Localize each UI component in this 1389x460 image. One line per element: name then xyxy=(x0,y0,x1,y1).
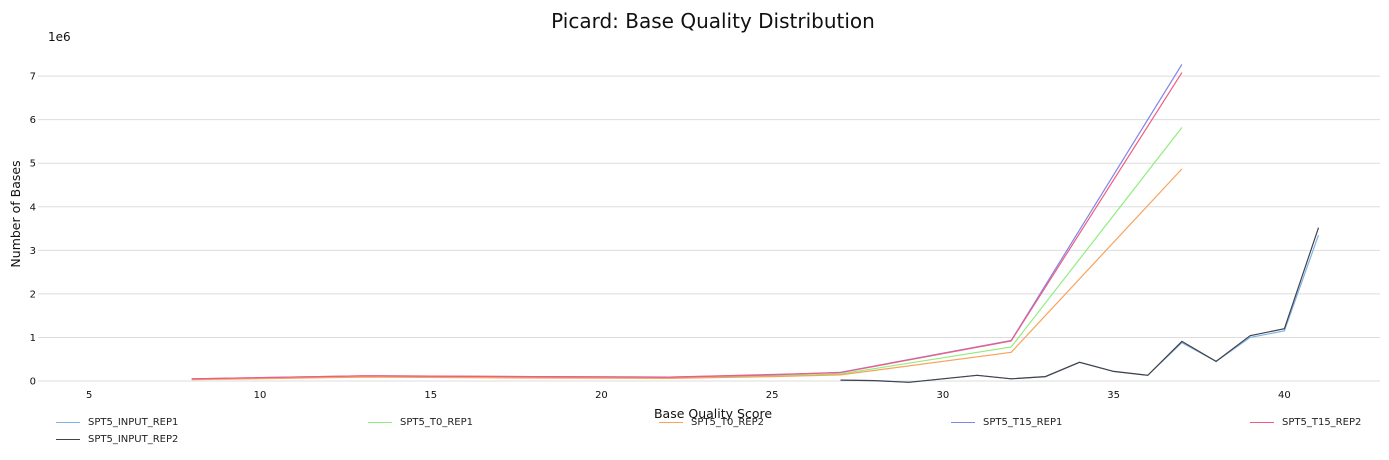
y-tick-label: 5 xyxy=(30,159,36,170)
x-tick-label: 25 xyxy=(766,390,779,401)
legend-label: SPT5_INPUT_REP1 xyxy=(88,416,179,428)
x-tick-label: 15 xyxy=(424,390,437,401)
series-lines xyxy=(191,64,1320,383)
x-tick-label: 10 xyxy=(254,390,267,401)
x-tick-label: 40 xyxy=(1278,390,1291,401)
legend-swatch xyxy=(951,421,975,423)
x-tick-label: 20 xyxy=(595,390,608,401)
legend-swatch xyxy=(56,438,80,440)
legend: SPT5_INPUT_REP1 SPT5_INPUT_REP2 SPT5_T0_RE… xyxy=(0,414,1389,454)
y-tick-label: 3 xyxy=(30,246,36,257)
y-tick-label: 0 xyxy=(30,377,36,388)
legend-item: SPT5_T0_REP1 xyxy=(368,414,473,430)
y-tick-label: 4 xyxy=(30,202,36,213)
y-tick-label: 2 xyxy=(30,289,36,300)
legend-item: SPT5_T15_REP2 xyxy=(1250,414,1361,430)
y-tick-label: 6 xyxy=(30,115,36,126)
legend-item: SPT5_T0_REP2 xyxy=(659,414,764,430)
series-line xyxy=(191,64,1183,380)
legend-swatch xyxy=(368,421,392,423)
legend-item: SPT5_INPUT_REP1 xyxy=(56,414,178,430)
chart-title: Picard: Base Quality Distribution xyxy=(551,9,875,33)
y-axis-label: Number of Bases xyxy=(8,160,23,267)
legend-swatch xyxy=(1250,421,1274,423)
legend-item: SPT5_T15_REP1 xyxy=(951,414,1062,430)
legend-swatch xyxy=(659,421,683,423)
y-tick-label: 1 xyxy=(30,333,36,344)
legend-item: SPT5_INPUT_REP2 xyxy=(56,431,178,447)
legend-label: SPT5_T15_REP1 xyxy=(983,416,1063,428)
series-line xyxy=(191,72,1183,380)
y-tick-label: 7 xyxy=(30,72,36,83)
x-tick-label: 30 xyxy=(937,390,950,401)
y-axis-offset-label: 1e6 xyxy=(48,30,71,44)
x-axis-label: Base Quality Score xyxy=(654,406,772,421)
series-line xyxy=(191,168,1183,381)
y-axis-ticks: 0 1 2 3 4 5 6 7 xyxy=(30,72,36,388)
legend-label: SPT5_T15_REP2 xyxy=(1282,416,1362,428)
series-line xyxy=(191,127,1183,380)
series-line xyxy=(840,234,1320,383)
legend-swatch xyxy=(56,421,80,423)
legend-label: SPT5_INPUT_REP2 xyxy=(88,433,179,445)
x-tick-label: 35 xyxy=(1107,390,1120,401)
x-tick-label: 5 xyxy=(86,390,92,401)
legend-label: SPT5_T0_REP2 xyxy=(691,416,764,428)
gridlines xyxy=(38,75,1380,382)
series-line xyxy=(840,227,1320,383)
x-axis-ticks: 5 10 15 20 25 30 35 40 xyxy=(86,390,1291,401)
legend-label: SPT5_T0_REP1 xyxy=(400,416,473,428)
